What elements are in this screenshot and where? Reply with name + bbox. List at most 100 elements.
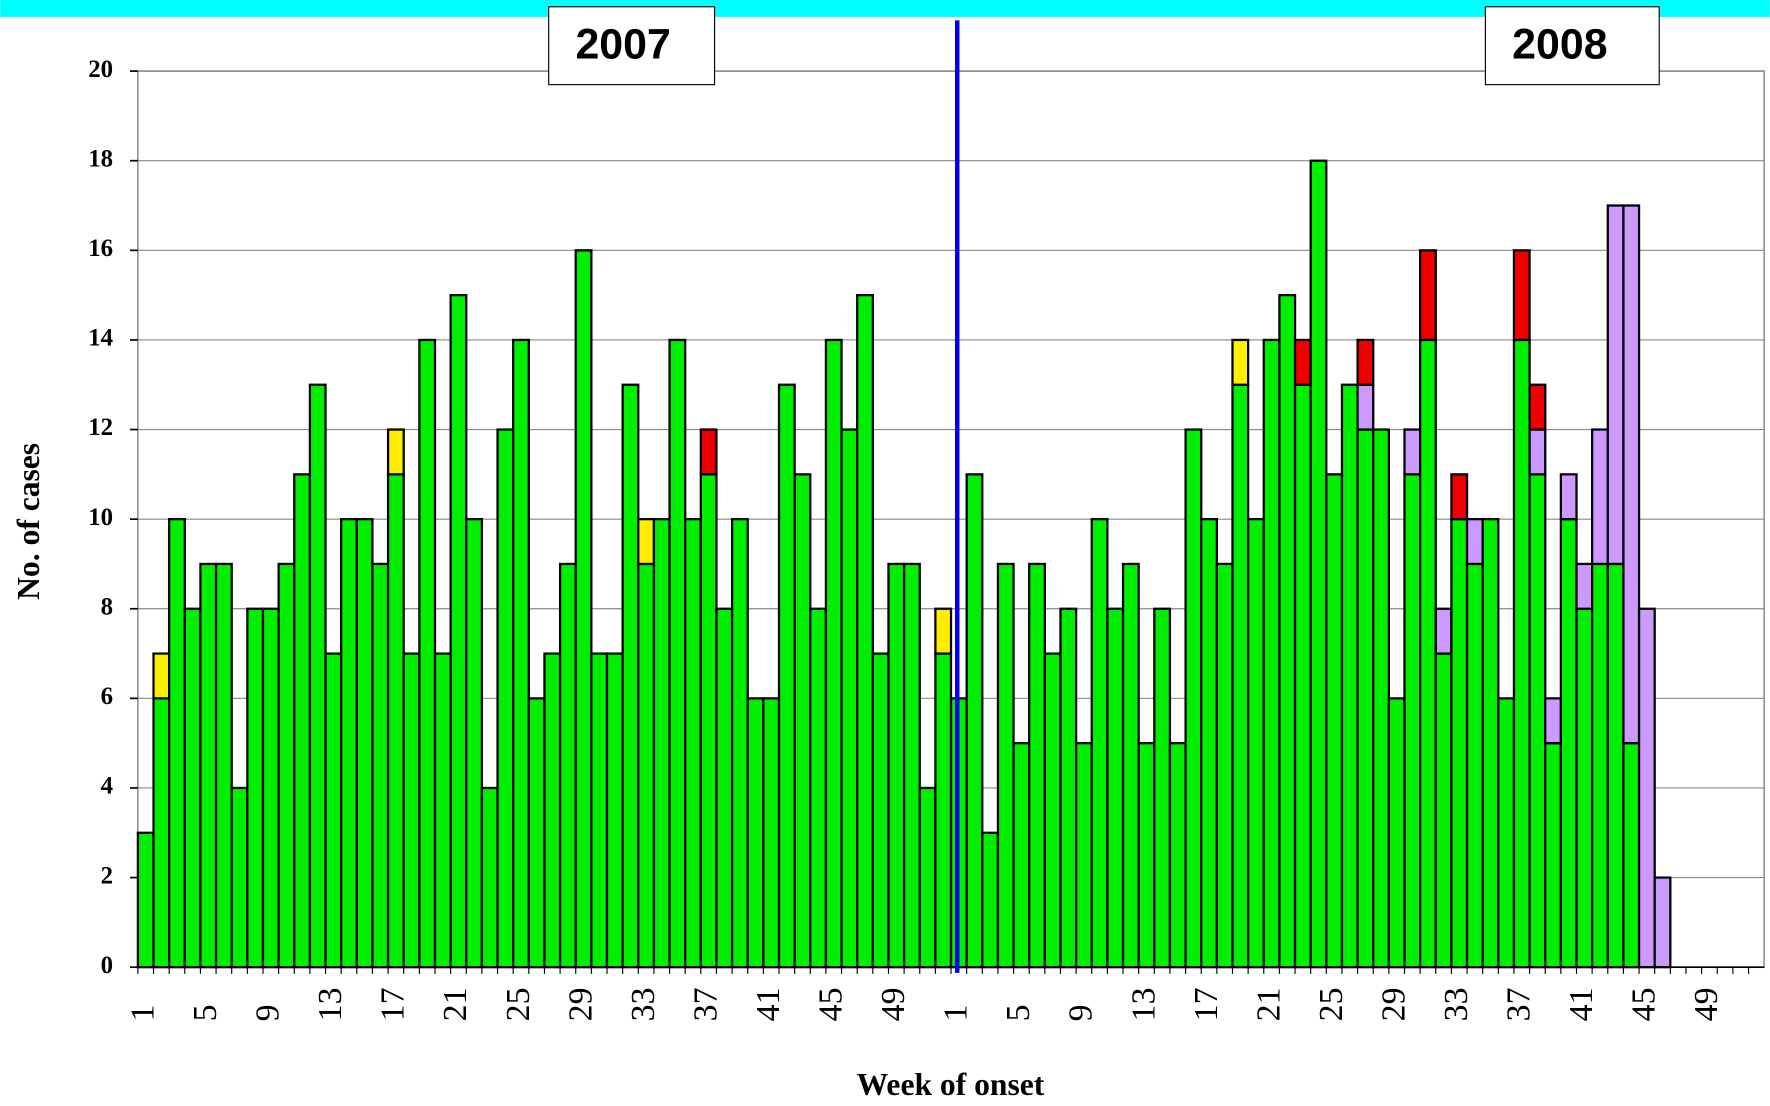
bar-segment	[324, 652, 343, 969]
x-tick-label: 5	[1000, 1004, 1037, 1021]
bar-segment	[1106, 607, 1125, 969]
bar-segment	[1419, 338, 1437, 969]
bars	[136, 159, 1672, 969]
bar-segment	[918, 786, 937, 969]
x-tick-label: 1	[938, 1004, 975, 1021]
annotation-box	[1484, 6, 1660, 86]
bar-segment	[1434, 652, 1453, 969]
x-tick-label: 5	[187, 1004, 224, 1021]
bar-segment	[1591, 562, 1609, 969]
bar-segment	[746, 697, 765, 969]
bar-segment	[1419, 249, 1437, 342]
bar-segment	[793, 473, 812, 969]
bar-segment	[637, 518, 656, 566]
bar-segment	[1434, 607, 1453, 655]
bar-segment	[1153, 607, 1172, 969]
bar-segment	[590, 652, 609, 969]
bar-segment	[1293, 338, 1312, 386]
y-tick-label: 0	[101, 952, 113, 979]
bar-segment	[996, 562, 1015, 969]
bar-segment	[668, 338, 687, 969]
y-axis-label: No. of cases	[11, 443, 46, 600]
bar-segment	[981, 831, 1000, 969]
bar-segment	[1168, 742, 1187, 969]
bar-segment	[699, 428, 718, 476]
y-tick-label: 20	[88, 56, 113, 83]
bar-segment	[214, 562, 233, 969]
x-axis-label: Week of onset	[857, 1067, 1045, 1102]
bar-segment	[1622, 742, 1641, 969]
bar-segment	[637, 562, 656, 969]
bar-segment	[230, 786, 249, 969]
bar-segment	[1059, 607, 1078, 969]
bar-segment	[1512, 249, 1531, 342]
bar-segment	[871, 652, 890, 969]
bar-segment	[684, 518, 702, 969]
bar-segment	[1200, 518, 1218, 969]
bar-segment	[965, 473, 984, 969]
bar-segment	[449, 293, 468, 969]
x-tick-label: 25	[1313, 988, 1350, 1022]
x-tick-label: 13	[312, 988, 349, 1022]
bar-segment	[715, 607, 734, 969]
bar-segment	[1559, 473, 1578, 521]
bar-segment	[1372, 428, 1390, 969]
bar-segment	[1231, 383, 1250, 969]
bar-segment	[1247, 518, 1265, 969]
bar-segment	[543, 652, 562, 969]
bar-segment	[386, 428, 405, 476]
x-tick-label: 29	[1375, 988, 1412, 1022]
x-tick-label: 49	[875, 988, 912, 1022]
bar-segment	[465, 518, 484, 969]
y-tick-label: 6	[101, 683, 113, 710]
bar-segment	[1043, 652, 1062, 969]
y-tick-label: 12	[88, 414, 113, 441]
bar-segment	[1121, 562, 1140, 969]
bar-segment	[840, 428, 859, 969]
bar-segment	[902, 562, 921, 969]
bar-segment	[1278, 293, 1297, 969]
bar-segment	[136, 831, 155, 969]
bar-segment	[199, 562, 218, 969]
bar-segment	[1387, 697, 1406, 969]
x-tick-label: 1	[124, 1004, 161, 1021]
bar-segment	[1450, 518, 1469, 969]
bar-segment	[1512, 338, 1531, 969]
x-tick-label: 17	[1188, 988, 1225, 1022]
bar-segment	[1528, 428, 1547, 476]
bar-segment	[386, 473, 405, 969]
title-band	[0, 0, 1770, 17]
bar-segment	[246, 607, 265, 969]
bar-segment	[1575, 607, 1594, 969]
bar-segment	[777, 383, 796, 969]
bar-segment	[809, 607, 828, 969]
bar-segment	[1528, 473, 1547, 969]
x-tick-label: 37	[1501, 988, 1538, 1022]
bar-segment	[1325, 473, 1344, 969]
bar-segment	[605, 652, 624, 969]
y-tick-label: 8	[101, 593, 113, 620]
x-tick-label: 29	[562, 988, 599, 1022]
bar-segment	[856, 293, 874, 969]
bar-segment	[1356, 383, 1375, 431]
bar-segment	[308, 383, 327, 969]
bar-segment	[371, 562, 390, 969]
annotation: 2008	[1512, 21, 1607, 69]
bar-segment	[1637, 607, 1656, 969]
bar-segment	[261, 607, 280, 969]
bar-segment	[480, 786, 499, 969]
bar-segment	[1309, 159, 1328, 969]
bar-segment	[1262, 338, 1281, 969]
bar-segment	[1090, 518, 1109, 969]
x-tick-label: 41	[750, 988, 787, 1022]
bar-segment	[512, 338, 530, 969]
bar-segment	[574, 249, 593, 969]
bar-segment	[1606, 204, 1625, 566]
x-tick-label: 45	[1626, 988, 1663, 1022]
bar-segment	[1465, 562, 1484, 969]
bar-segment	[1591, 428, 1609, 566]
x-tick-label: 13	[1125, 988, 1162, 1022]
x-tick-label: 21	[1250, 988, 1287, 1022]
bar-segment	[402, 652, 421, 969]
x-tick-label: 33	[1438, 988, 1475, 1022]
